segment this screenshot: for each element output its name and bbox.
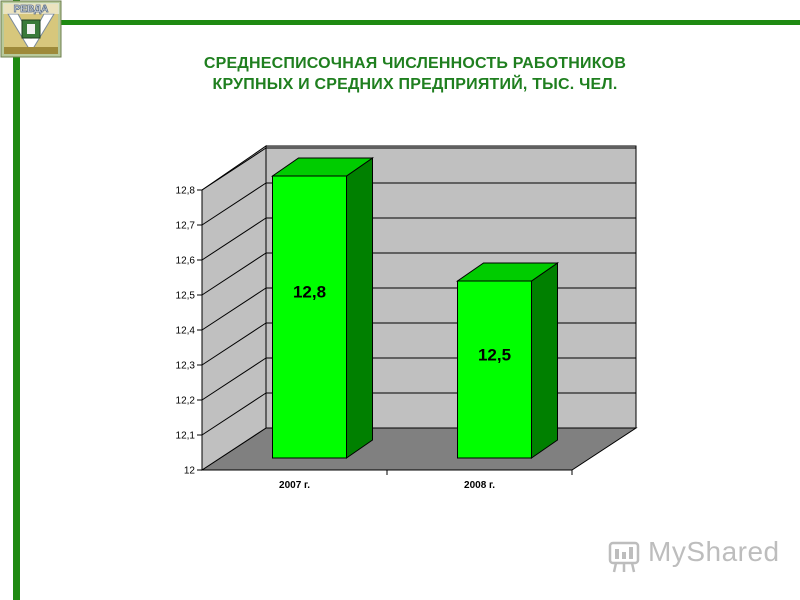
- x-axis-labels: 2007 г. 2008 г.: [279, 470, 573, 491]
- x-tick-label: 2008 г.: [464, 480, 495, 491]
- bar-side: [531, 262, 558, 459]
- y-axis-ticks: 12 12,1 12,2 12,3 12,4 12,5 12,6 12,7 12,8: [176, 186, 202, 477]
- gridline-side: [201, 322, 267, 366]
- y-tick-label: 12,1: [176, 431, 196, 442]
- y-tick-label: 12,8: [176, 186, 196, 197]
- y-tick-label: 12: [184, 466, 196, 477]
- chart-title-line1: СРЕДНЕСПИСОЧНАЯ ЧИСЛЕННОСТЬ РАБОТНИКОВ: [203, 55, 627, 72]
- bar-data-label: 12,5: [478, 346, 511, 365]
- bar-data-label: 12,8: [293, 282, 326, 301]
- y-tick-label: 12,5: [176, 291, 196, 302]
- gridline-side: [201, 252, 267, 296]
- gridline-side: [201, 182, 267, 226]
- y-tick-label: 12,3: [176, 361, 196, 372]
- x-tick-label: 2007 г.: [279, 480, 310, 491]
- gridline-side: [201, 217, 267, 261]
- chart-title-line2: КРУПНЫХ И СРЕДНИХ ПРЕДПРИЯТИЙ, ТЫС. ЧЕЛ.: [212, 76, 618, 93]
- frame-horizontal-bar: [60, 20, 800, 25]
- frame-vertical-bar: [13, 0, 20, 600]
- bar-front: [457, 280, 532, 459]
- y-tick-label: 12,2: [176, 396, 196, 407]
- bar-front: [272, 175, 347, 459]
- chart-title: СРЕДНЕСПИСОЧНАЯ ЧИСЛЕННОСТЬ РАБОТНИКОВ К…: [100, 53, 730, 95]
- y-tick-label: 12,4: [176, 326, 196, 337]
- gridline-side: [201, 392, 267, 436]
- gridline-side: [201, 357, 267, 401]
- logo-text: РЕВДА: [14, 4, 49, 15]
- chart-floor: [200, 427, 638, 471]
- y-tick-label: 12,7: [176, 221, 196, 232]
- gridline-side: [201, 147, 267, 191]
- revda-logo: РЕВДА: [0, 0, 62, 58]
- watermark-text: MyShared: [648, 536, 780, 567]
- bar: 12,5: [455, 262, 560, 459]
- chart-side-wall: [201, 145, 267, 471]
- y-tick-label: 12,6: [176, 256, 196, 267]
- watermark-logo: [608, 541, 640, 573]
- gridline-side: [201, 287, 267, 331]
- bars: 12,8 12,5: [270, 157, 560, 459]
- bar-side: [346, 157, 373, 459]
- bar: 12,8: [270, 157, 375, 459]
